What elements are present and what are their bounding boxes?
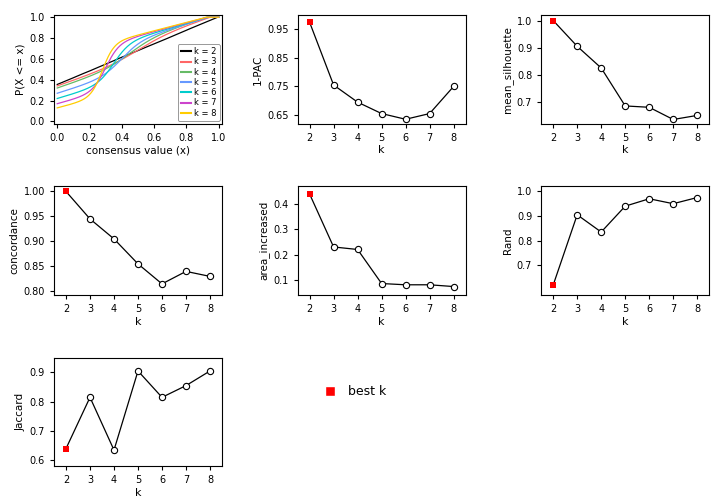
Y-axis label: concordance: concordance xyxy=(9,207,19,274)
X-axis label: k: k xyxy=(622,317,629,327)
X-axis label: k: k xyxy=(378,145,385,155)
X-axis label: k: k xyxy=(378,317,385,327)
Y-axis label: Jaccard: Jaccard xyxy=(15,393,25,431)
X-axis label: k: k xyxy=(622,145,629,155)
Y-axis label: area_increased: area_increased xyxy=(258,201,269,280)
Legend: k = 2, k = 3, k = 4, k = 5, k = 6, k = 7, k = 8: k = 2, k = 3, k = 4, k = 5, k = 6, k = 7… xyxy=(178,44,220,121)
X-axis label: k: k xyxy=(135,317,141,327)
Legend: best k: best k xyxy=(312,381,392,403)
Y-axis label: 1-PAC: 1-PAC xyxy=(253,54,263,85)
X-axis label: consensus value (x): consensus value (x) xyxy=(86,145,190,155)
Y-axis label: mean_silhouette: mean_silhouette xyxy=(502,26,513,113)
Y-axis label: Rand: Rand xyxy=(503,227,513,254)
X-axis label: k: k xyxy=(135,488,141,498)
Y-axis label: P(X <= x): P(X <= x) xyxy=(15,43,25,95)
